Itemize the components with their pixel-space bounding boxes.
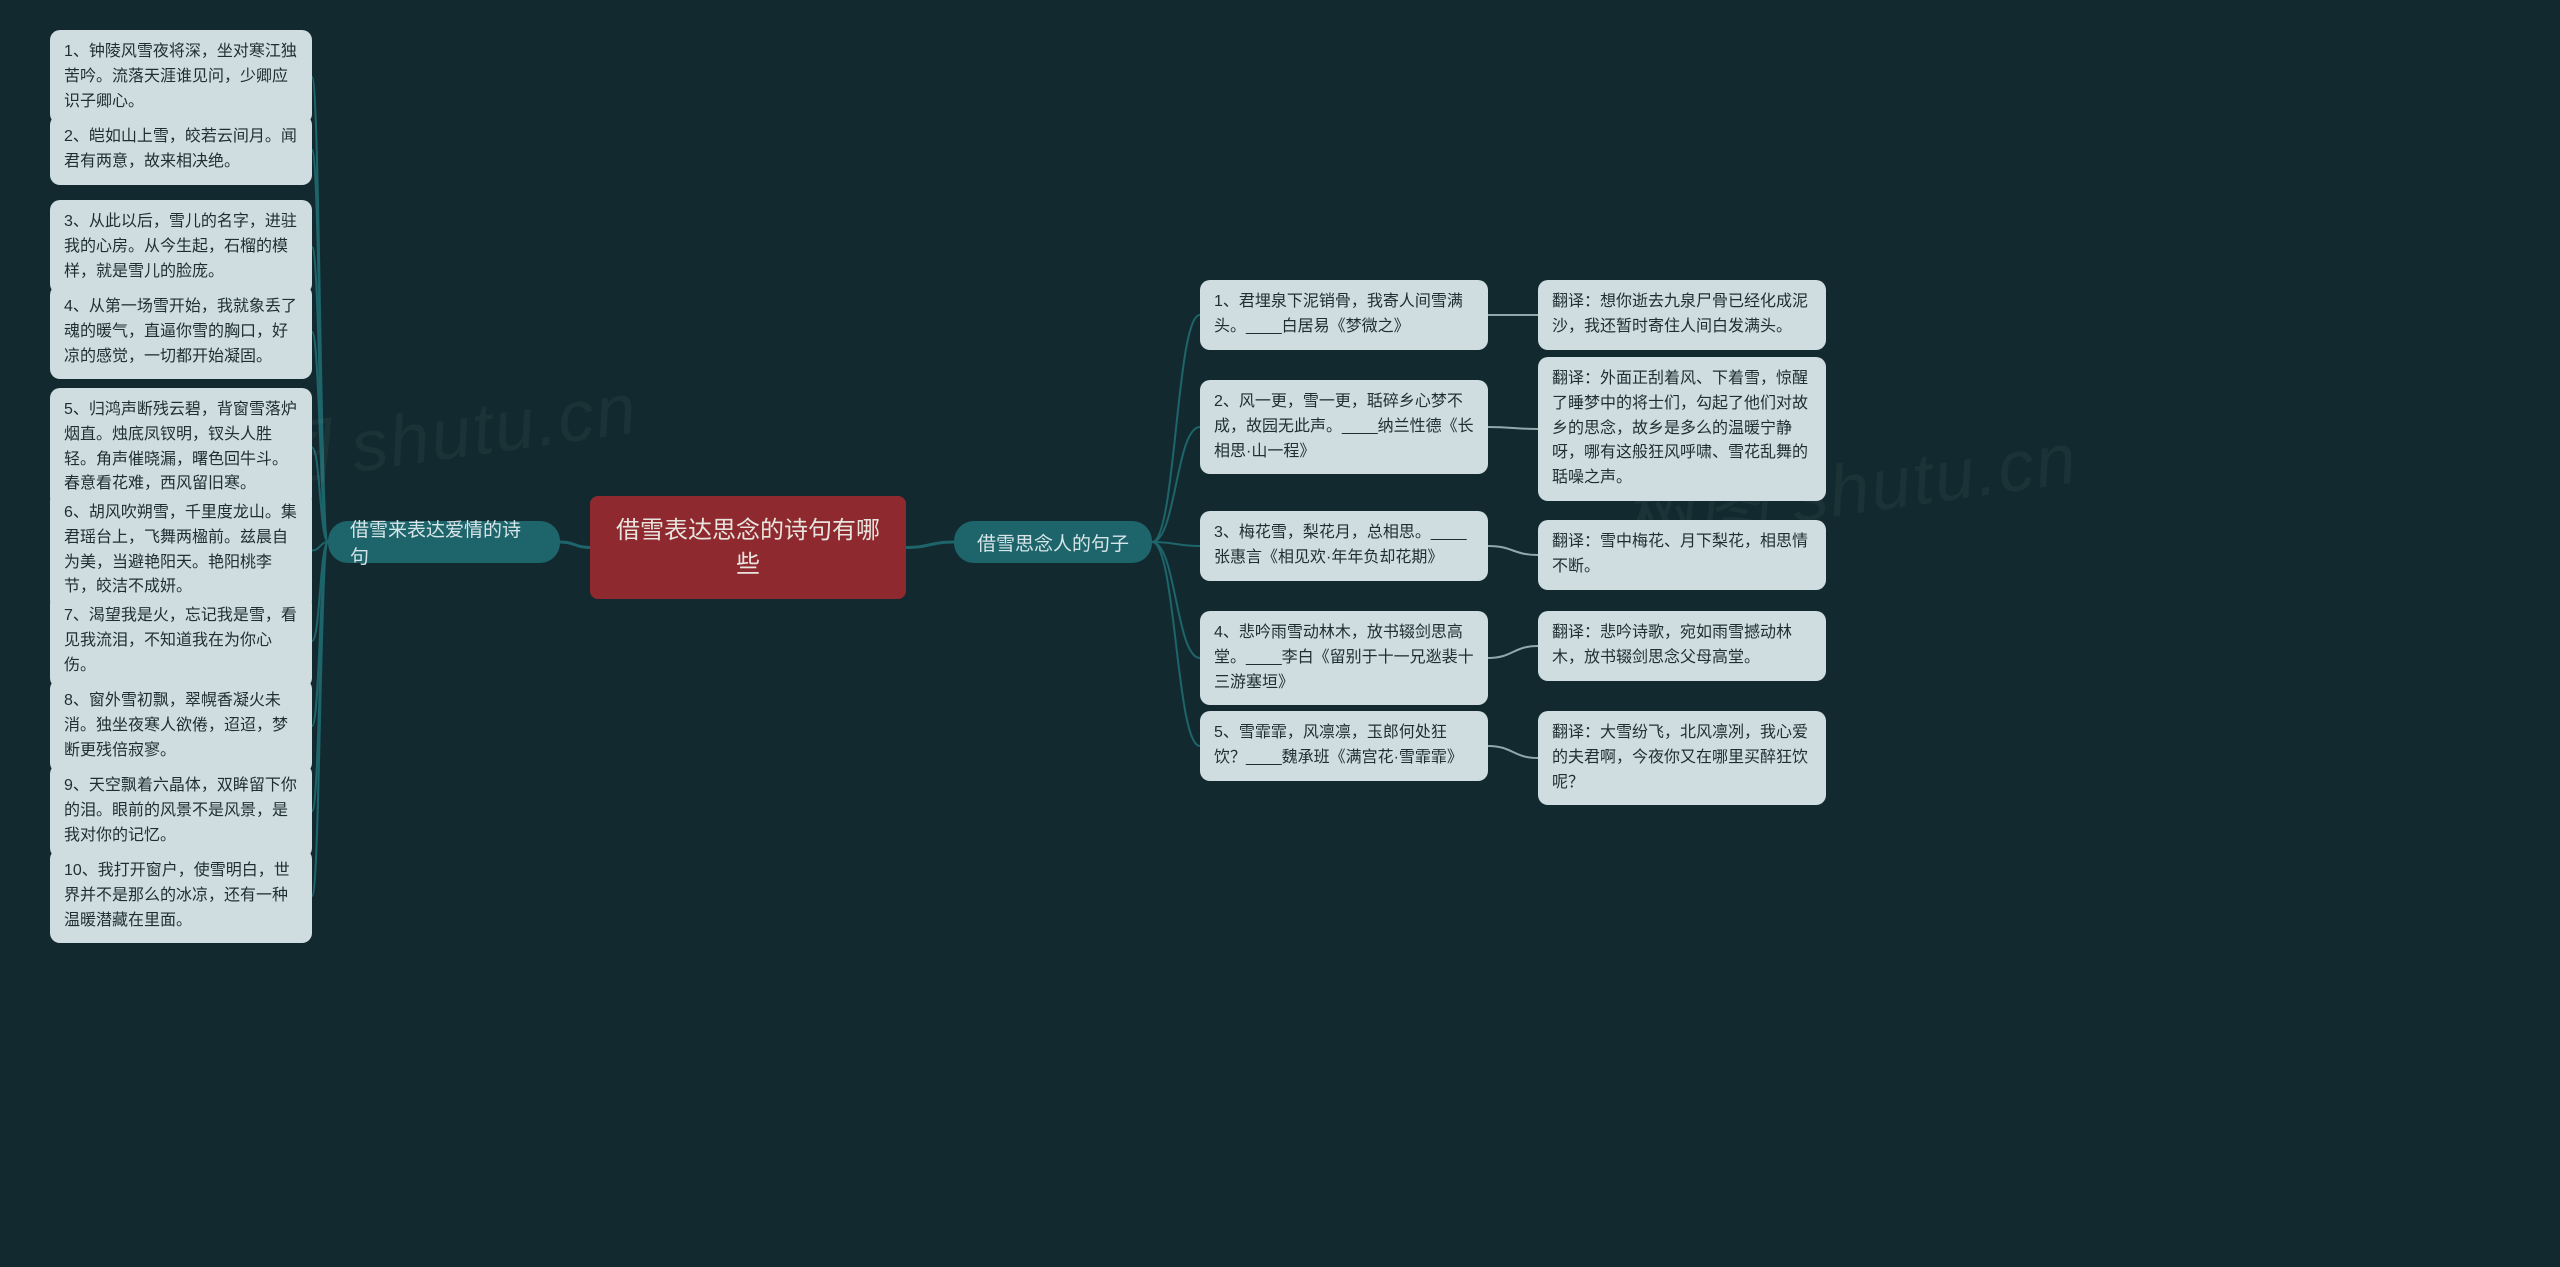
branch-love-poems-label: 借雪来表达爱情的诗句 — [350, 515, 538, 569]
left-leaf-1[interactable]: 1、钟陵风雪夜将深，坐对寒江独苦吟。流落天涯谁见问，少卿应识子卿心。 — [50, 30, 312, 124]
right-leaf-2[interactable]: 2、风一更，雪一更，聒碎乡心梦不成，故园无此声。____纳兰性德《长相思·山一程… — [1200, 380, 1488, 474]
left-leaf-2[interactable]: 2、皑如山上雪，皎若云间月。闻君有两意，故来相决绝。 — [50, 115, 312, 185]
root-label: 借雪表达思念的诗句有哪些 — [616, 514, 880, 581]
left-leaf-6[interactable]: 6、胡风吹朔雪，千里度龙山。集君瑶台上，飞舞两楹前。兹晨自为美，当避艳阳天。艳阳… — [50, 491, 312, 610]
right-leaf-4[interactable]: 4、悲吟雨雪动林木，放书辍剑思高堂。____李白《留别于十一兄逖裴十三游塞垣》 — [1200, 611, 1488, 705]
left-leaf-8[interactable]: 8、窗外雪初飘，翠幌香凝火未消。独坐夜寒人欲倦，迢迢，梦断更残倍寂寥。 — [50, 679, 312, 773]
left-leaf-3[interactable]: 3、从此以后，雪儿的名字，进驻我的心房。从今生起，石榴的模样，就是雪儿的脸庞。 — [50, 200, 312, 294]
mindmap-container: 树图 shutu.cn 树图 shutu.cn 借雪表达思念的诗句有哪些 借雪来… — [0, 0, 2560, 1267]
branch-missing-person[interactable]: 借雪思念人的句子 — [954, 521, 1152, 563]
left-leaf-5[interactable]: 5、归鸿声断残云碧，背窗雪落炉烟直。烛底凤钗明，钗头人胜轻。角声催晓漏，曙色回牛… — [50, 388, 312, 507]
right-leaf-5-translation[interactable]: 翻译：大雪纷飞，北风凛冽，我心爱的夫君啊，今夜你又在哪里买醉狂饮呢？ — [1538, 711, 1826, 805]
right-leaf-4-translation[interactable]: 翻译：悲吟诗歌，宛如雨雪撼动林木，放书辍剑思念父母高堂。 — [1538, 611, 1826, 681]
right-leaf-3-translation[interactable]: 翻译：雪中梅花、月下梨花，相思情不断。 — [1538, 520, 1826, 590]
right-leaf-5[interactable]: 5、雪霏霏，风凛凛，玉郎何处狂饮？____魏承班《满宫花·雪霏霏》 — [1200, 711, 1488, 781]
right-leaf-2-translation[interactable]: 翻译：外面正刮着风、下着雪，惊醒了睡梦中的将士们，勾起了他们对故乡的思念，故乡是… — [1538, 357, 1826, 501]
branch-missing-person-label: 借雪思念人的句子 — [977, 529, 1129, 556]
right-leaf-1[interactable]: 1、君埋泉下泥销骨，我寄人间雪满头。____白居易《梦微之》 — [1200, 280, 1488, 350]
branch-love-poems[interactable]: 借雪来表达爱情的诗句 — [328, 521, 560, 563]
root-node[interactable]: 借雪表达思念的诗句有哪些 — [590, 496, 906, 599]
left-leaf-9[interactable]: 9、天空飘着六晶体，双眸留下你的泪。眼前的风景不是风景，是我对你的记忆。 — [50, 764, 312, 858]
right-leaf-3[interactable]: 3、梅花雪，梨花月，总相思。____张惠言《相见欢·年年负却花期》 — [1200, 511, 1488, 581]
right-leaf-1-translation[interactable]: 翻译：想你逝去九泉尸骨已经化成泥沙，我还暂时寄住人间白发满头。 — [1538, 280, 1826, 350]
left-leaf-4[interactable]: 4、从第一场雪开始，我就象丢了魂的暖气，直逼你雪的胸口，好凉的感觉，一切都开始凝… — [50, 285, 312, 379]
left-leaf-7[interactable]: 7、渴望我是火，忘记我是雪，看见我流泪，不知道我在为你心伤。 — [50, 594, 312, 688]
left-leaf-10[interactable]: 10、我打开窗户，使雪明白，世界并不是那么的冰凉，还有一种温暖潜藏在里面。 — [50, 849, 312, 943]
